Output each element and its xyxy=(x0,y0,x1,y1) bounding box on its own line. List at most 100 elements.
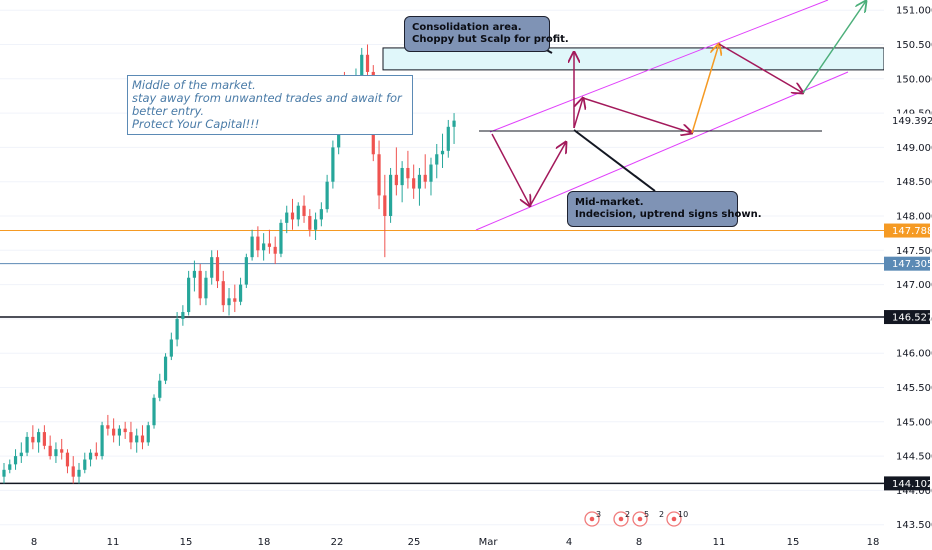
event-badges[interactable]: 3 2 5 2 10 xyxy=(584,510,688,527)
price-tick-label: 148.500 xyxy=(896,177,932,188)
price-tick-label: 144.000 xyxy=(896,486,932,497)
candle-body xyxy=(210,257,214,278)
price-tick-label: 151.000 xyxy=(896,6,932,17)
candle-body xyxy=(135,435,139,443)
current-price-label: 149.392 xyxy=(892,116,932,127)
price-axis[interactable]: 151.000150.500150.000149.500149.000148.5… xyxy=(884,0,932,550)
trend-arrow[interactable] xyxy=(691,44,719,134)
trend-arrow[interactable] xyxy=(802,1,866,94)
mid-market-note[interactable]: Mid-market. Indecision, uptrend signs sh… xyxy=(567,191,762,227)
candle-body xyxy=(383,195,387,216)
event-count: 3 xyxy=(596,510,601,519)
trend-arrow[interactable] xyxy=(529,142,566,207)
candle-body xyxy=(19,452,23,457)
candle-body xyxy=(83,459,87,470)
event-count: 5 xyxy=(644,510,649,519)
candle-body xyxy=(452,120,456,127)
candle-body xyxy=(262,243,266,251)
trend-arrow[interactable] xyxy=(718,43,803,93)
candle-body xyxy=(187,277,191,313)
candle-body xyxy=(8,464,12,470)
price-tick-label: 148.000 xyxy=(896,212,932,223)
candle-body xyxy=(273,246,277,254)
price-tick-label: 150.500 xyxy=(896,40,932,51)
price-level-tag[interactable] xyxy=(884,310,930,325)
event-count: 2 xyxy=(625,510,630,519)
candle-body xyxy=(446,126,450,151)
candle-body xyxy=(42,432,46,446)
candle-body xyxy=(435,154,439,165)
candle-body xyxy=(296,205,300,220)
candle-body xyxy=(175,318,179,340)
candle-body xyxy=(440,150,445,155)
price-tick-label: 145.000 xyxy=(896,417,932,428)
price-tick-label: 149.000 xyxy=(896,143,932,154)
candle-body xyxy=(54,449,58,457)
current-price-tag[interactable] xyxy=(884,113,930,128)
price-axis-bg xyxy=(884,0,932,550)
channel-upper-line[interactable] xyxy=(489,0,829,133)
candle-body xyxy=(302,205,306,216)
calendar-event-dot xyxy=(618,516,624,522)
drawings[interactable] xyxy=(475,0,866,231)
candle-body xyxy=(244,257,248,285)
time-tick-label: 4 xyxy=(566,537,572,548)
candle-body xyxy=(146,425,150,443)
time-tick-label: 11 xyxy=(713,537,726,548)
candle-body xyxy=(279,222,283,254)
candle-body xyxy=(163,356,168,381)
candle-body xyxy=(400,167,404,186)
trend-arrow[interactable] xyxy=(573,98,583,129)
candle-body xyxy=(308,216,312,230)
candle-body xyxy=(13,456,18,465)
candle-body xyxy=(152,397,156,426)
price-tick-label: 150.000 xyxy=(896,74,932,85)
time-tick-label: 11 xyxy=(107,537,120,548)
time-tick-label: 18 xyxy=(867,537,880,548)
candle-body xyxy=(360,54,364,76)
consolidation-note[interactable]: Consolidation area. Choppy but Scalp for… xyxy=(404,16,569,52)
grid xyxy=(0,9,884,526)
candle-body xyxy=(129,432,133,443)
candle-body xyxy=(123,428,127,433)
candle-body xyxy=(285,212,289,223)
price-tick-label: 144.500 xyxy=(896,452,932,463)
middle-market-note[interactable]: Middle of the market. stay away from unw… xyxy=(127,75,413,135)
candle-body xyxy=(319,209,323,220)
candle-body xyxy=(60,449,64,453)
candle-body xyxy=(169,339,173,357)
event-count: 10 xyxy=(678,510,688,519)
candle-body xyxy=(267,243,272,247)
price-tick-label: 146.000 xyxy=(896,349,932,360)
trend-arrow[interactable] xyxy=(582,97,692,133)
candle-body xyxy=(325,181,329,210)
price-level-tag[interactable] xyxy=(884,223,930,238)
candle-body xyxy=(192,270,197,278)
candle-body xyxy=(158,380,162,398)
candle-body xyxy=(227,298,231,306)
trend-arrow[interactable] xyxy=(491,133,530,206)
candle-body xyxy=(365,54,370,72)
time-tick-label: 18 xyxy=(258,537,271,548)
candle-body xyxy=(429,164,433,182)
price-tick-label: 147.500 xyxy=(896,246,932,257)
time-tick-label: 15 xyxy=(787,537,800,548)
candle-body xyxy=(94,452,98,457)
candle-body xyxy=(140,435,145,443)
candle-body xyxy=(313,219,318,230)
channel-lower-line[interactable] xyxy=(475,71,849,231)
candle-body xyxy=(2,469,6,477)
time-tick-label: 25 xyxy=(408,537,421,548)
price-tick-label: 145.500 xyxy=(896,383,932,394)
candle-body xyxy=(48,445,52,457)
price-level-tag[interactable] xyxy=(884,476,930,491)
time-axis[interactable]: 8 11 15 18 22 25 Mar 4 8 11 15 18 xyxy=(31,537,880,548)
candle-body xyxy=(88,452,93,460)
price-level-tag-label: 144.102 xyxy=(892,479,932,490)
calendar-event-dot xyxy=(637,516,643,522)
calendar-event-dot xyxy=(589,516,595,522)
time-tick-label: 15 xyxy=(180,537,193,548)
price-level-tag[interactable] xyxy=(884,256,930,271)
price-level-tag-label: 146.527 xyxy=(892,313,932,324)
